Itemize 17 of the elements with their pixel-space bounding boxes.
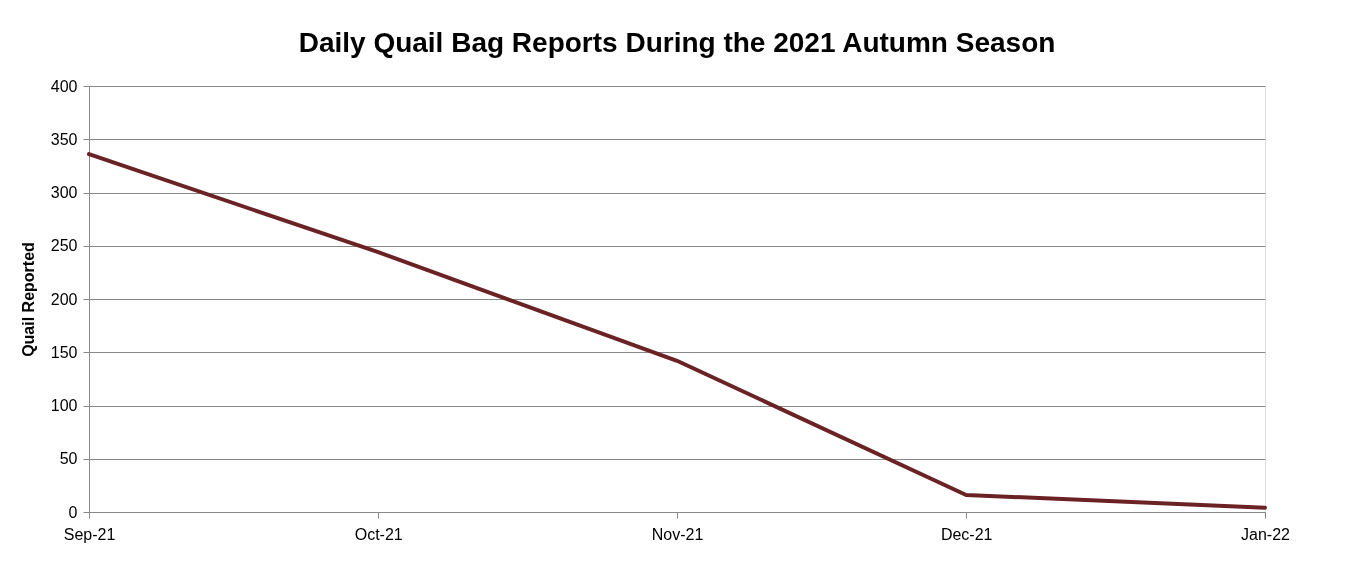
- y-tick-label: 100: [50, 397, 78, 414]
- y-tick-label: 300: [50, 184, 78, 201]
- y-tick-label: 400: [50, 77, 78, 95]
- chart-title: Daily Quail Bag Reports During the 2021 Autumn Season: [298, 27, 1056, 58]
- x-tick-label: Oct-21: [354, 525, 403, 543]
- x-tick-label: Nov-21: [651, 525, 704, 543]
- x-tick-label: Sep-21: [63, 525, 116, 543]
- y-tick-label: 200: [50, 290, 78, 308]
- y-tick-label: 150: [50, 343, 78, 361]
- x-tick-label: Jan-22: [1241, 525, 1291, 543]
- x-tick-label: Dec-21: [940, 525, 993, 543]
- line-series: [87, 152, 1267, 510]
- y-tick-label: 350: [50, 130, 78, 148]
- y-tick-label: 50: [59, 450, 78, 468]
- y-tick-label: 250: [50, 237, 78, 255]
- y-axis-title: Quail Reported: [19, 242, 37, 357]
- y-tick-label: 0: [68, 503, 78, 521]
